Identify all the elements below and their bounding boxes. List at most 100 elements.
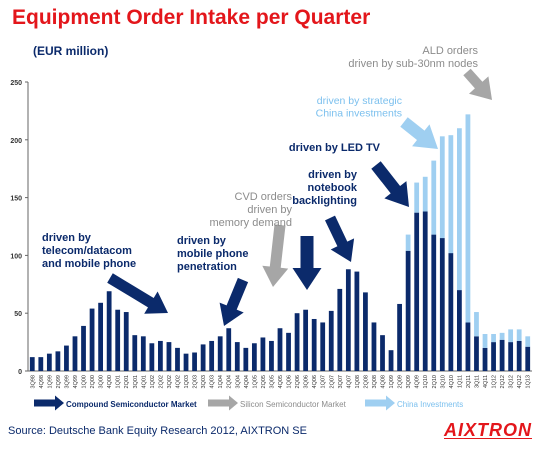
- x-tick-label: 2Q12: [500, 375, 506, 388]
- x-tick-label: 3Q05: [269, 375, 275, 388]
- bar-china: [414, 182, 420, 213]
- y-axis: 0 50 100 150 200 250: [10, 80, 29, 376]
- annotation-line: driven by: [177, 235, 227, 247]
- annotation-line: driven by sub-30nm nodes: [348, 58, 478, 70]
- bar-compound: [123, 312, 129, 371]
- x-tick-label: 4Q98: [39, 375, 45, 388]
- bar-compound: [508, 342, 514, 371]
- x-tick-label: 1Q04: [218, 375, 224, 388]
- bar-compound: [363, 292, 368, 371]
- y-tick-label: 150: [10, 196, 22, 203]
- bar-china: [508, 329, 514, 343]
- annotation-4: driven by notebook backlighting: [292, 169, 358, 207]
- arrow-cvd: [262, 224, 289, 287]
- bar-compound: [55, 351, 61, 371]
- x-tick-label: 4Q03: [210, 375, 216, 388]
- annotation-3: CVD orders driven by memory demand: [209, 191, 292, 229]
- chart-title: Equipment Order Intake per Quarter: [12, 6, 371, 29]
- x-tick-label: 3Q00: [99, 375, 105, 388]
- x-tick-label: 2Q09: [398, 375, 404, 388]
- x-tick-label: 4Q00: [107, 375, 113, 388]
- bar-compound: [46, 353, 52, 371]
- x-tick-label: 3Q07: [338, 375, 344, 388]
- bar-compound: [474, 336, 479, 371]
- bar-compound: [345, 269, 351, 371]
- bar-compound: [294, 313, 300, 371]
- annotation-line: CVD orders: [235, 191, 293, 203]
- bar-compound: [380, 335, 385, 371]
- bar-compound: [269, 340, 274, 371]
- x-tick-label: 2Q03: [193, 375, 199, 388]
- x-tick-label: 1Q06: [287, 375, 293, 388]
- bar-compound: [200, 344, 206, 371]
- x-tick-label: 3Q03: [201, 375, 207, 388]
- bar-compound: [217, 336, 223, 371]
- x-tick-label: 4Q04: [244, 375, 250, 388]
- legend-label-2: Silicon Semiconductor Market: [240, 400, 347, 409]
- bar-compound: [448, 253, 454, 371]
- x-tick-label: 2Q10: [432, 375, 438, 388]
- x-tick-label: 1Q09: [389, 375, 395, 388]
- arrow-telecom: [107, 273, 168, 314]
- x-tick-label: 2Q99: [56, 375, 62, 388]
- x-tick-label: 3Q09: [406, 375, 412, 388]
- bar-compound: [226, 328, 232, 371]
- bar-compound: [405, 250, 411, 371]
- x-tick-label: 3Q08: [372, 375, 378, 388]
- bar-china: [431, 160, 437, 235]
- bar-compound: [38, 357, 44, 371]
- y-tick-label: 250: [10, 80, 22, 87]
- annotation-line: penetration: [177, 261, 237, 273]
- bar-compound: [388, 350, 394, 371]
- x-tick-label: 4Q07: [346, 375, 352, 388]
- x-tick-label: 2Q08: [363, 375, 369, 388]
- bar-compound: [158, 340, 163, 371]
- x-tick-label: 4Q12: [517, 375, 523, 388]
- annotation-line: driven by: [247, 204, 292, 216]
- x-tick-label: 3Q06: [304, 375, 310, 388]
- bar-compound: [209, 340, 215, 371]
- annotation-arrows: [107, 68, 492, 326]
- annotation-line: driven by: [308, 169, 358, 181]
- bar-compound: [525, 346, 531, 371]
- x-tick-label: 3Q10: [440, 375, 446, 388]
- bar-compound: [328, 310, 334, 371]
- bar-china: [422, 176, 428, 212]
- bar-compound: [64, 345, 69, 371]
- bar-china: [465, 114, 471, 323]
- bar-compound: [192, 352, 197, 371]
- aixtron-logo: AIXTRON: [444, 420, 532, 440]
- arrow-led: [371, 161, 409, 207]
- bar-compound: [516, 340, 522, 371]
- bar-compound: [354, 271, 360, 371]
- x-tick-label: 2Q05: [261, 375, 267, 388]
- bar-china: [525, 336, 531, 347]
- x-tick-label: 1Q12: [492, 375, 498, 388]
- bar-compound: [106, 291, 112, 371]
- bar-compound: [140, 336, 146, 371]
- bar-compound: [457, 290, 462, 371]
- legend-arrow-3: [365, 395, 395, 411]
- legend: Compound Semiconductor Market Silicon Sem…: [34, 395, 463, 411]
- x-tick-label: 4Q10: [449, 375, 455, 388]
- bar-compound: [431, 234, 437, 371]
- bar-compound: [115, 309, 121, 371]
- x-tick-label: 1Q01: [116, 375, 122, 388]
- bar-compound: [132, 335, 138, 371]
- x-tick-label: 2Q01: [124, 375, 130, 388]
- legend-label-1: Compound Semiconductor Market: [66, 400, 197, 409]
- bar-compound: [465, 322, 471, 371]
- bar-compound: [81, 325, 86, 371]
- bar-china: [474, 312, 479, 337]
- x-tick-label: 4Q01: [141, 375, 147, 388]
- x-tick-label: 2Q07: [329, 375, 335, 388]
- x-tick-label: 4Q02: [175, 375, 181, 388]
- y-tick-label: 50: [14, 311, 22, 318]
- bars: [29, 114, 531, 371]
- bar-compound: [499, 339, 505, 371]
- source-note: Source: Deutsche Bank Equity Research 20…: [8, 425, 307, 437]
- x-tick-label: 2Q02: [158, 375, 164, 388]
- x-tick-label: 3Q04: [235, 375, 241, 388]
- x-tick-label: 3Q11: [474, 375, 480, 388]
- arrow-ald: [463, 68, 492, 100]
